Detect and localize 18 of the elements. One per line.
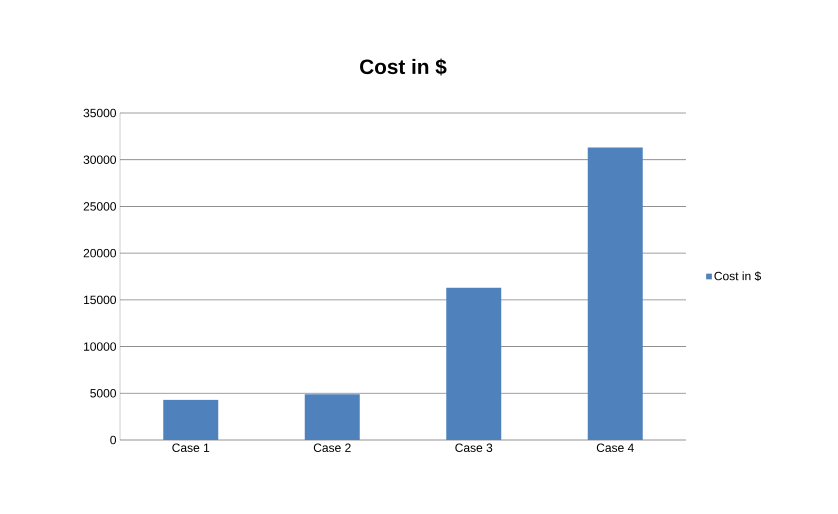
- y-tick-label: 20000: [84, 248, 116, 258]
- x-tick-label: Case 1: [172, 444, 210, 452]
- y-tick-label: 25000: [84, 202, 116, 211]
- y-tick-label: 30000: [84, 155, 116, 164]
- y-tick-label: 5000: [90, 389, 116, 398]
- x-tick-label: Case 3: [455, 444, 492, 452]
- bar: [163, 400, 218, 440]
- y-tick-label: 35000: [84, 108, 116, 118]
- bar: [446, 288, 502, 440]
- y-tick-label: 0: [110, 436, 116, 444]
- legend-label: Cost in $: [714, 271, 762, 282]
- x-tick-label: Case 2: [314, 444, 351, 452]
- bar: [588, 148, 643, 440]
- bar: [304, 394, 360, 440]
- y-tick-label: 15000: [84, 296, 116, 304]
- chart-title: Cost in $: [360, 58, 446, 76]
- y-tick-label: 10000: [84, 342, 116, 351]
- x-tick-label: Case 4: [596, 444, 634, 452]
